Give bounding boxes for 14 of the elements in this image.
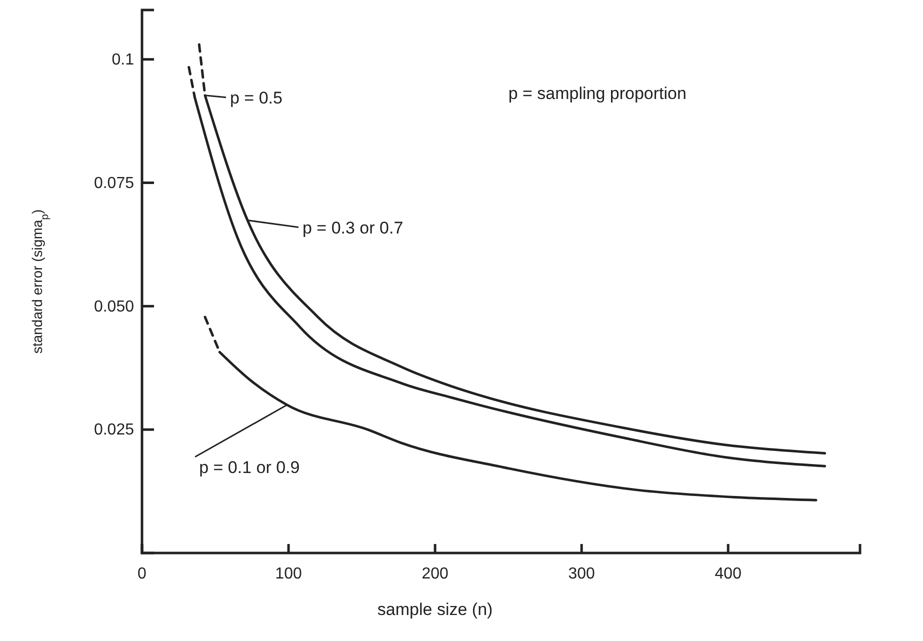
y-tick-label: 0.050 (94, 298, 134, 316)
annotation: p = 0.3 or 0.7 (302, 218, 404, 238)
annotation: p = 0.5 (230, 88, 282, 108)
annotation: p = 0.1 or 0.9 (199, 458, 300, 477)
y-tick-label: 0.025 (94, 422, 134, 439)
x-axis-title: sample size (n) (377, 600, 493, 619)
x-tick-label: 200 (422, 565, 449, 582)
annotation: p = sampling proportion (508, 84, 686, 103)
x-tick-label: 300 (568, 565, 596, 582)
x-tick-label: 100 (275, 565, 302, 582)
x-tick-label: 400 (714, 565, 742, 582)
x-tick-label: 0 (138, 565, 147, 582)
y-tick-label: 0.075 (94, 174, 134, 192)
y-tick-label: 0.1 (112, 51, 134, 68)
